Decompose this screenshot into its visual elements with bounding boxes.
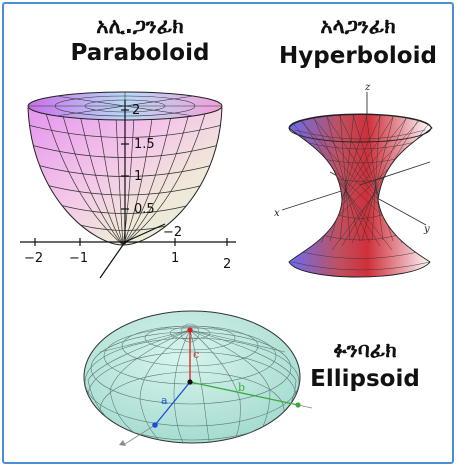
paraboloid-z-tick: 0.5: [134, 202, 155, 217]
ellipsoid-english-label: Ellipsoid: [310, 366, 420, 392]
paraboloid-axes: [20, 100, 236, 279]
hyperboloid-z-label: z: [364, 82, 371, 93]
hyperboloid-english-label: Hyperboloid: [279, 43, 437, 69]
hyperboloid-axes-front: [359, 161, 431, 186]
paraboloid-x-tick: −1: [69, 251, 88, 266]
ellipsoid-c-label: c: [193, 348, 199, 361]
ellipsoid-a-point: [152, 422, 158, 428]
ellipsoid-surface: [83, 310, 301, 444]
paraboloid-z-tick: 1: [134, 169, 142, 184]
ellipsoid-b-point: [295, 402, 301, 408]
ellipsoid-c-point: [187, 327, 193, 333]
ellipsoid-b-label: b: [238, 381, 245, 394]
paraboloid-y-tick: −2: [163, 225, 182, 240]
ellipsoid-amharic-label: ፉንባፊክ: [333, 338, 397, 362]
paraboloid-x-tick: −2: [24, 251, 43, 266]
ellipsoid-axes: [124, 330, 313, 445]
hyperboloid-surface: [288, 113, 433, 278]
paraboloid-x-tick: 2: [223, 257, 231, 272]
paraboloid-z-tick: 1.5: [134, 137, 155, 152]
hyperboloid-y-label: y: [423, 224, 430, 235]
paraboloid-x-tick: 1: [171, 251, 179, 266]
paraboloid-amharic-label: አሊ.ጋንፊክ: [96, 14, 184, 38]
hyperboloid-x-label: x: [274, 208, 280, 219]
hyperboloid-amharic-label: አላጋንፊክ: [320, 14, 396, 38]
ellipsoid-center-point: [187, 379, 193, 385]
paraboloid-english-label: Paraboloid: [70, 40, 210, 66]
ellipsoid-a-label: a: [161, 394, 168, 407]
paraboloid-z-tick: 2: [132, 103, 140, 118]
ellipsoid-axis-arrow: [119, 440, 126, 446]
